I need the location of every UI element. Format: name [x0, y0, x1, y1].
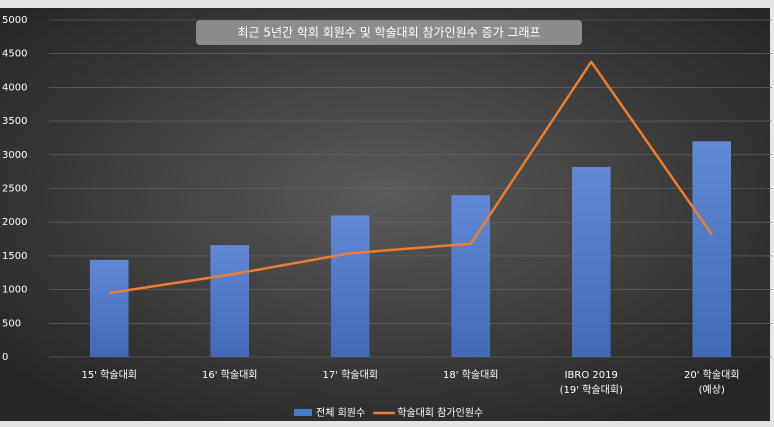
y-tick-label: 5000 — [2, 15, 27, 26]
x-tick-label: 17' 학술대회 — [322, 370, 378, 381]
y-tick-label: 2000 — [2, 217, 27, 228]
y-tick-label: 0 — [2, 352, 8, 363]
x-tick-label: 16' 학술대회 — [202, 370, 258, 381]
bar-shade — [89, 259, 129, 357]
x-tick-label: 18' 학술대회 — [443, 370, 499, 381]
y-tick-label: 3500 — [2, 116, 27, 127]
legend-label: 전체 회원수 — [316, 407, 365, 419]
y-tick-label: 4500 — [2, 49, 27, 60]
bar-shade — [692, 141, 732, 357]
bar-shade — [210, 245, 250, 357]
x-tick-label: 15' 학술대회 — [81, 370, 137, 381]
y-tick-label: 1500 — [2, 251, 27, 262]
y-tick-label: 2500 — [2, 184, 27, 195]
y-tick-label: 4000 — [2, 82, 27, 93]
x-tick-label: 20' 학술대회 (예상) — [684, 370, 740, 396]
y-tick-label: 3000 — [2, 150, 27, 161]
bar-shade — [330, 215, 370, 357]
bar-shade — [571, 166, 611, 357]
y-tick-label: 500 — [2, 318, 21, 329]
line — [109, 60, 713, 295]
bar-shade — [451, 195, 491, 357]
title-box — [196, 20, 582, 45]
legend-swatch — [294, 409, 312, 416]
x-tick-label: IBRO 2019 (19' 학술대회) — [559, 370, 623, 396]
legend-label: 학술대회 참가인원수 — [397, 407, 483, 419]
chart-title: 최근 5년간 학회 회원수 및 학술대회 참가인원수 증가 그래프 — [237, 26, 540, 40]
y-tick-label: 1000 — [2, 285, 27, 296]
plot-background — [0, 8, 770, 421]
